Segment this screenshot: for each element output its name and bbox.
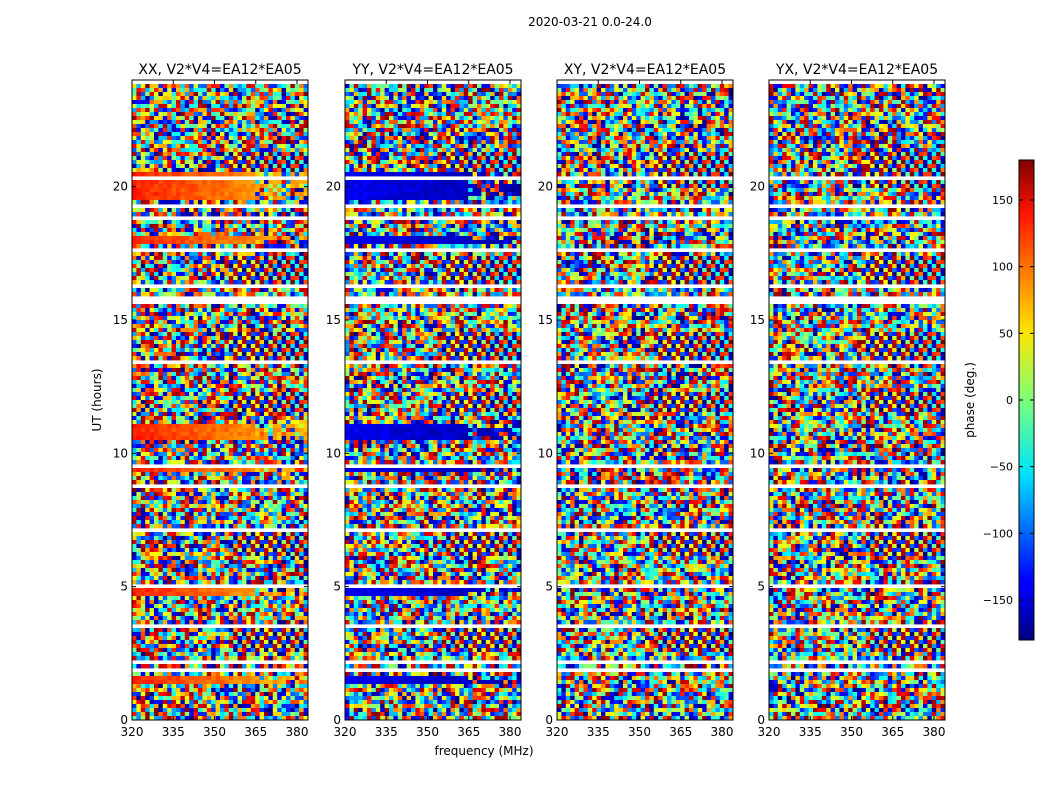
x-tick-label: 365 [457,725,480,739]
colorbar-tick-label: 100 [992,261,1013,274]
x-tick-label: 320 [334,725,357,739]
colorbar-tick-label: −100 [983,527,1013,540]
colorbar-tick-label: 50 [999,327,1013,340]
panel-title: YX, V2*V4=EA12*EA05 [775,62,938,78]
y-tick-label: 0 [333,713,341,727]
colorbar-label: phase (deg.) [963,362,977,438]
colorbar: 150 100 50 0 −50 −100 −150 phase (deg.) [963,159,1035,641]
x-tick-label: 350 [628,725,651,739]
heatmap-cells [557,84,734,721]
heatmap-panels: XX, V2*V4=EA12*EA05 320 335 350 365 380 0 5 10 15… [113,62,946,739]
y-tick-label: 10 [113,446,128,460]
x-tick-label: 320 [121,725,144,739]
colorbar-tick-label: −150 [983,594,1013,607]
x-tick-label: 335 [162,725,185,739]
panel-4: YX, V2*V4=EA12*EA05 320 335 350 365 380 0 5 10 15… [750,62,946,739]
colorbar-tick-label: 0 [1006,394,1013,407]
y-tick-label: 15 [538,313,553,327]
panel-title: XY, V2*V4=EA12*EA05 [564,62,726,78]
colorbar-tick-label: 150 [992,194,1013,207]
y-tick-label: 10 [750,446,765,460]
x-tick-label: 350 [203,725,226,739]
x-tick-label: 380 [923,725,946,739]
y-tick-label: 20 [113,180,128,194]
x-axis-label: frequency (MHz) [434,744,533,758]
panel-title: YY, V2*V4=EA12*EA05 [351,62,513,78]
panel-frame [768,79,946,721]
x-tick-label: 335 [375,725,398,739]
colorbar-tick-label: −50 [990,461,1013,474]
y-tick-label: 0 [545,713,553,727]
colorbar-ticks: 150 100 50 0 −50 −100 −150 [983,194,1034,607]
panel-frame [344,79,522,721]
panel-1: XX, V2*V4=EA12*EA05 320 335 350 365 380 0 5 10 15… [113,62,309,739]
x-tick-label: 380 [499,725,522,739]
y-tick-label: 15 [113,313,128,327]
x-tick-label: 320 [758,725,781,739]
x-tick-label: 365 [244,725,267,739]
figure-suptitle: 2020-03-21 0.0-24.0 [528,15,652,29]
x-tick-label: 365 [881,725,904,739]
heatmap-cells [132,84,309,721]
y-tick-label: 5 [333,580,341,594]
x-tick-label: 335 [587,725,610,739]
panel-title: XX, V2*V4=EA12*EA05 [138,62,301,78]
heatmap-cells [769,84,946,721]
x-tick-label: 365 [669,725,692,739]
panel-frame [131,79,309,721]
y-tick-label: 20 [750,180,765,194]
x-tick-label: 380 [286,725,309,739]
panel-frame [556,79,734,721]
x-tick-label: 350 [840,725,863,739]
x-tick-label: 335 [799,725,822,739]
x-tick-label: 380 [711,725,734,739]
heatmap-cells [345,84,522,721]
y-tick-label: 5 [120,580,128,594]
panel-3: XY, V2*V4=EA12*EA05 320 335 350 365 380 0 5 10 15… [538,62,734,739]
y-tick-label: 5 [757,580,765,594]
y-tick-label: 5 [545,580,553,594]
y-tick-label: 0 [120,713,128,727]
panel-2: YY, V2*V4=EA12*EA05 320 335 350 365 380 0 5 10 15… [326,62,522,739]
y-tick-label: 20 [326,180,341,194]
y-tick-label: 15 [326,313,341,327]
x-tick-label: 350 [416,725,439,739]
y-axis-label: UT (hours) [90,368,104,431]
x-tick-label: 320 [546,725,569,739]
y-tick-label: 10 [538,446,553,460]
y-tick-label: 15 [750,313,765,327]
y-tick-label: 0 [757,713,765,727]
y-tick-label: 10 [326,446,341,460]
y-tick-label: 20 [538,180,553,194]
